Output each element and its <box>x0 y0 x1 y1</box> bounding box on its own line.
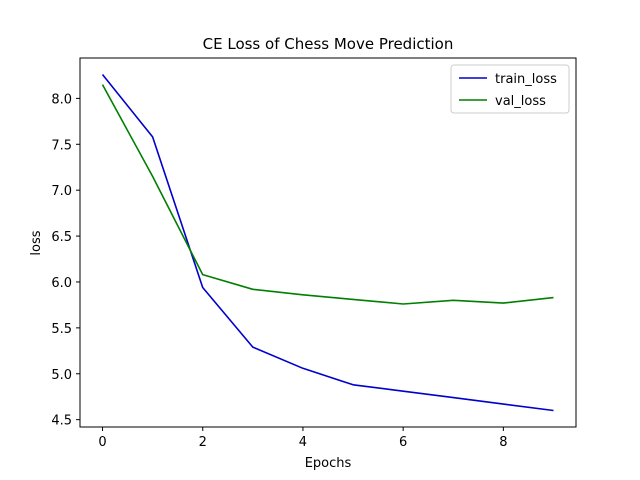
x-tick-label: 6 <box>399 435 407 450</box>
plot-area <box>101 73 554 412</box>
x-tick-label: 8 <box>499 435 507 450</box>
y-tick-label: 6.0 <box>51 276 72 291</box>
axes-frame <box>79 57 577 428</box>
y-tick-label: 8.0 <box>51 92 72 107</box>
x-axis: 0 2 4 6 8 <box>98 427 507 450</box>
series-line-val-loss <box>101 84 554 305</box>
y-tick-label: 4.5 <box>51 414 72 429</box>
legend: train_loss val_loss <box>450 64 570 114</box>
x-tick-label: 0 <box>98 435 106 450</box>
y-tick-label: 6.5 <box>51 230 72 245</box>
y-tick-label: 5.5 <box>51 322 72 337</box>
x-tick-label: 2 <box>199 435 207 450</box>
x-axis-label: Epochs <box>305 456 352 471</box>
y-axis-label: loss <box>29 230 44 255</box>
x-tick-label: 4 <box>299 435 307 450</box>
legend-label-train-loss: train_loss <box>495 72 557 87</box>
series-line-train-loss <box>101 73 554 412</box>
y-tick-label: 7.0 <box>51 184 72 199</box>
chart-title: CE Loss of Chess Move Prediction <box>203 35 454 53</box>
y-axis: 4.5 5.0 5.5 6.0 6.5 7.0 7.5 8.0 <box>51 92 80 429</box>
y-tick-label: 7.5 <box>51 138 72 153</box>
legend-label-val-loss: val_loss <box>495 94 546 109</box>
y-tick-label: 5.0 <box>51 368 72 383</box>
legend-box <box>450 64 570 114</box>
